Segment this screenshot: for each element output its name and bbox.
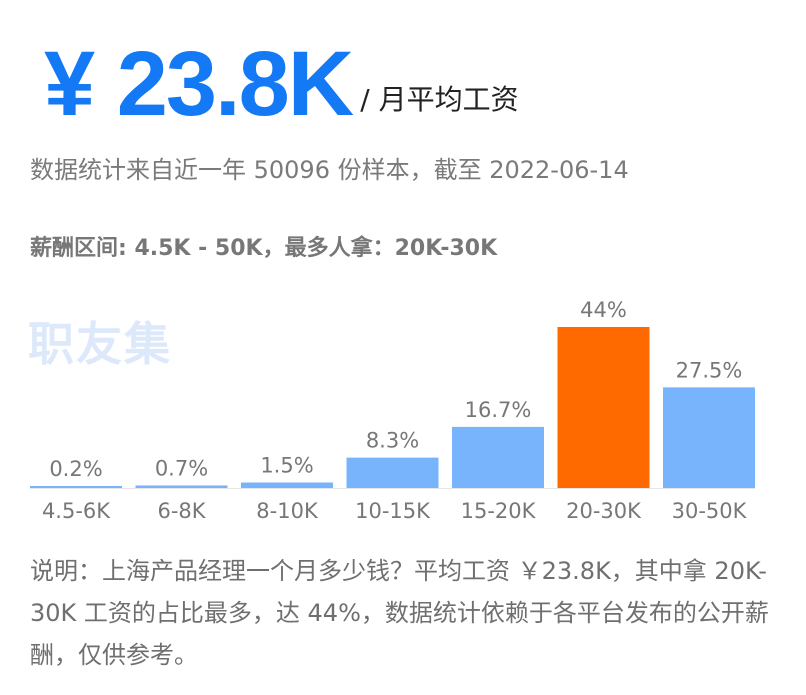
salary-headline: ¥ 23.8K / 月平均工资: [44, 20, 519, 130]
bar-value-label: 44%: [580, 298, 627, 322]
bar-15-20K: [452, 426, 544, 488]
salary-range-text: 薪酬区间: 4.5K - 50K，最多人拿：20K-30K: [30, 236, 498, 261]
x-tick-label: 10-15K: [355, 499, 431, 523]
bar-10-15K: [346, 457, 439, 488]
bar-value-label: 8.3%: [366, 429, 419, 453]
salary-distribution-chart: 0.2% 4.5-6K 0.7% 6-8K 1.5% 8-10K 8.3% 10-15K 16.…: [30, 298, 755, 523]
bar-value-label: 1.5%: [260, 454, 313, 478]
bar-6-8K: [135, 485, 228, 488]
x-tick-label: 4.5-6K: [42, 499, 111, 523]
x-tick-label: 20-30K: [566, 499, 642, 523]
explanation-note: 说明：上海产品经理一个月多少钱？平均工资 ￥23.8K，其中拿 20K-30K …: [30, 557, 769, 669]
sample-stats-text: 数据统计来自近一年 50096 份样本，截至 2022-06-14: [30, 156, 629, 184]
bar-value-label: 0.7%: [155, 456, 208, 480]
bar-value-label: 0.2%: [49, 457, 102, 481]
bar-4.5-6K: [30, 486, 122, 488]
bar-8-10K: [241, 482, 333, 488]
watermark-logo: 职友集: [28, 317, 172, 371]
bar-value-label: 27.5%: [676, 358, 743, 382]
average-salary-value: ¥ 23.8K: [44, 33, 354, 135]
x-tick-label: 15-20K: [461, 499, 537, 523]
bar-30-50K: [663, 387, 755, 488]
average-salary-unit: / 月平均工资: [360, 83, 519, 116]
bar-20-30K: [557, 327, 650, 488]
x-tick-label: 8-10K: [256, 499, 319, 523]
bar-value-label: 16.7%: [465, 398, 532, 422]
x-tick-label: 6-8K: [157, 499, 206, 523]
x-tick-label: 30-50K: [672, 499, 748, 523]
